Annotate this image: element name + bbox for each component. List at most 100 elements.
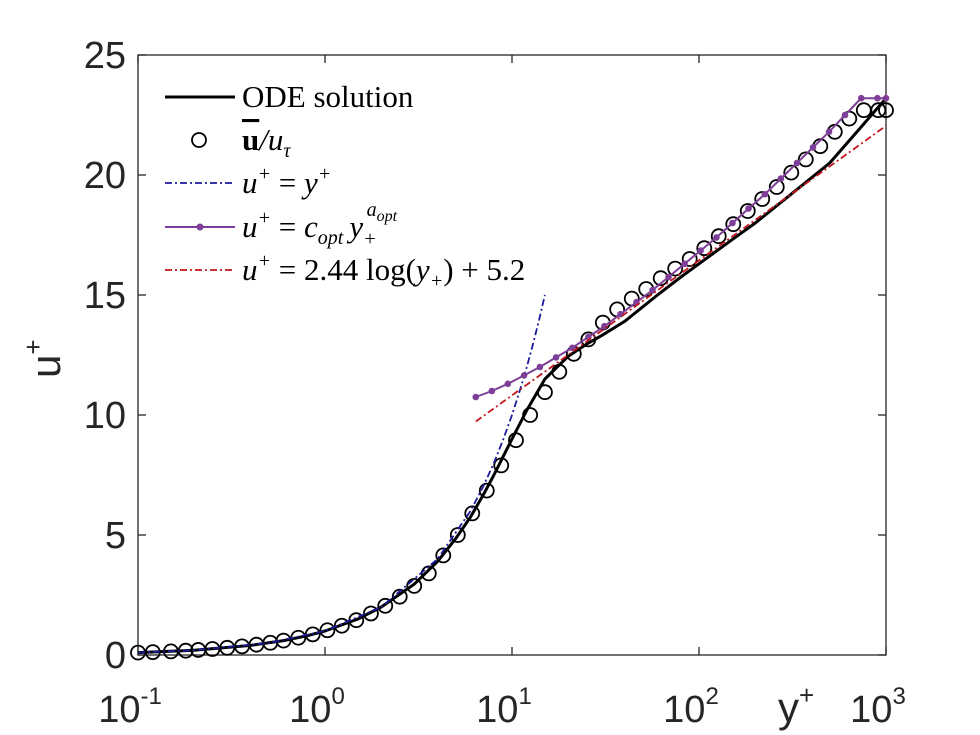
x-axis-label-base: y — [778, 684, 799, 731]
x-tick-label-1: 100 — [289, 683, 345, 731]
series-3-point-25 — [874, 94, 881, 102]
legend-visc-y: y — [301, 165, 318, 200]
legend-visc-ysup: + — [318, 163, 332, 185]
x-tick-label-0: 10-1 — [98, 683, 162, 731]
legend-opt-csub: opt — [318, 227, 344, 249]
series-3-point-23 — [841, 111, 849, 119]
series-1-point-17 — [377, 597, 394, 614]
series-1-point-6 — [219, 639, 236, 656]
x-tick-label-exp-0: -1 — [140, 683, 161, 710]
legend-log-y: y — [413, 252, 430, 287]
x-tick-label-base-2: 10 — [476, 689, 518, 731]
y-tick-label-5: 25 — [84, 35, 126, 77]
y-axis-label-base: u — [22, 355, 69, 378]
series-1-point-41 — [725, 216, 742, 233]
legend-opt-y: y — [346, 209, 363, 244]
x-tick-label-3: 102 — [663, 683, 719, 731]
y-axis-label-sup: + — [18, 339, 48, 354]
x-tick-label-exp-3: 2 — [705, 683, 718, 710]
series-1-point-52 — [878, 102, 894, 119]
x-tick-label-base-0: 10 — [98, 689, 140, 731]
legend-opt-ysub: + — [363, 228, 377, 250]
legend-log-eq: = 2.44 log( — [271, 252, 416, 287]
x-axis-label: y+ — [778, 680, 814, 731]
legend-visc-eq: = — [271, 165, 304, 200]
x-tick-label-exp-4: 3 — [892, 683, 905, 710]
legend-opt-usup: + — [258, 207, 272, 229]
series-1-point-26 — [508, 432, 524, 449]
series-1-point-29 — [551, 363, 568, 380]
x-tick-label-exp-2: 1 — [518, 683, 531, 710]
legend-marker-meas — [191, 132, 207, 148]
legend-opt-u: u — [242, 209, 258, 244]
x-tick-label-exp-1: 0 — [331, 683, 344, 710]
series-3-point-5 — [552, 354, 560, 361]
legend-label-meas: u/uτ — [242, 122, 291, 162]
x-axis-label-sup: + — [799, 680, 814, 710]
series-3-point-20 — [793, 159, 801, 167]
series-3-point-4 — [536, 363, 544, 371]
series-1-point-14 — [333, 617, 350, 634]
legend-label-ode: ODE solution — [242, 79, 414, 114]
series-3-point-26 — [882, 94, 890, 102]
legend-log-tail: ) + 5.2 — [443, 252, 525, 287]
series-1-point-27 — [522, 407, 539, 423]
series-3-point-6 — [568, 344, 576, 352]
legend-log-usup: + — [258, 250, 272, 272]
y-axis-label: u+ — [18, 339, 69, 378]
x-tick-label-2: 101 — [476, 683, 532, 731]
series-3-point-17 — [745, 205, 752, 212]
series-3-point-0 — [472, 393, 480, 401]
legend-log-u: u — [242, 252, 258, 287]
series-1-point-38 — [681, 251, 698, 267]
x-tick-label-base-3: 10 — [663, 689, 705, 731]
legend-meas-sub: τ — [283, 140, 291, 162]
series-2-line-u-y — [137, 294, 546, 654]
series-1-point-24 — [478, 482, 495, 499]
legend: ODE solution u/uτ u+ = y+ u+ = copt y+aop… — [165, 79, 525, 292]
series-1-point-43 — [754, 191, 771, 207]
series-3-point-16 — [729, 219, 736, 227]
legend-label-visc: u+ = y+ — [242, 163, 331, 200]
series-3-point-14 — [697, 247, 704, 254]
series-3-point-12 — [665, 273, 672, 281]
series-3-point-19 — [777, 175, 785, 182]
plot-area — [137, 54, 887, 656]
series-1-point-31 — [580, 331, 597, 348]
x-tick-label-base-1: 10 — [289, 689, 331, 731]
series-1-point-45 — [783, 164, 800, 181]
series-4-line-u-2-44-log-y-5-2 — [475, 125, 887, 423]
legend-label-log: u+ = 2.44 log(y+) + 5.2 — [242, 250, 525, 292]
legend-opt-c: c — [304, 209, 318, 244]
series-1-point-37 — [667, 260, 684, 277]
legend-label-opt: u+ = copt y+aopt — [242, 199, 398, 250]
legend-meas-u: u — [242, 122, 259, 157]
series-3-point-22 — [825, 128, 833, 136]
series-1-point-42 — [739, 203, 756, 219]
legend-opt-ysupsub: opt — [377, 208, 398, 225]
series-1-point-13 — [319, 622, 336, 639]
series-layer — [130, 94, 894, 661]
series-1-point-28 — [537, 384, 553, 401]
y-tick-label-3: 15 — [84, 275, 126, 317]
series-1-point-51 — [870, 102, 887, 119]
series-1-point-40 — [710, 228, 727, 245]
legend-opt-eq: = — [271, 209, 304, 244]
series-1-point-39 — [696, 240, 713, 257]
x-tick-label-base-4: 10 — [850, 689, 892, 731]
y-tick-label-4: 20 — [84, 155, 126, 197]
legend-log-ysub: + — [430, 270, 444, 292]
series-3-point-18 — [761, 190, 769, 198]
y-tick-label-2: 10 — [84, 395, 126, 437]
series-1-point-21 — [435, 547, 452, 564]
series-3-point-1 — [488, 387, 496, 395]
legend-meas-rest: /u — [257, 122, 283, 157]
series-1-point-46 — [797, 151, 814, 168]
series-3-point-21 — [809, 144, 817, 151]
y-tick-label-0: 0 — [105, 635, 126, 677]
series-1-point-44 — [768, 179, 785, 195]
legend-visc-u: u — [242, 165, 258, 200]
legend-visc-usup: + — [258, 163, 272, 185]
